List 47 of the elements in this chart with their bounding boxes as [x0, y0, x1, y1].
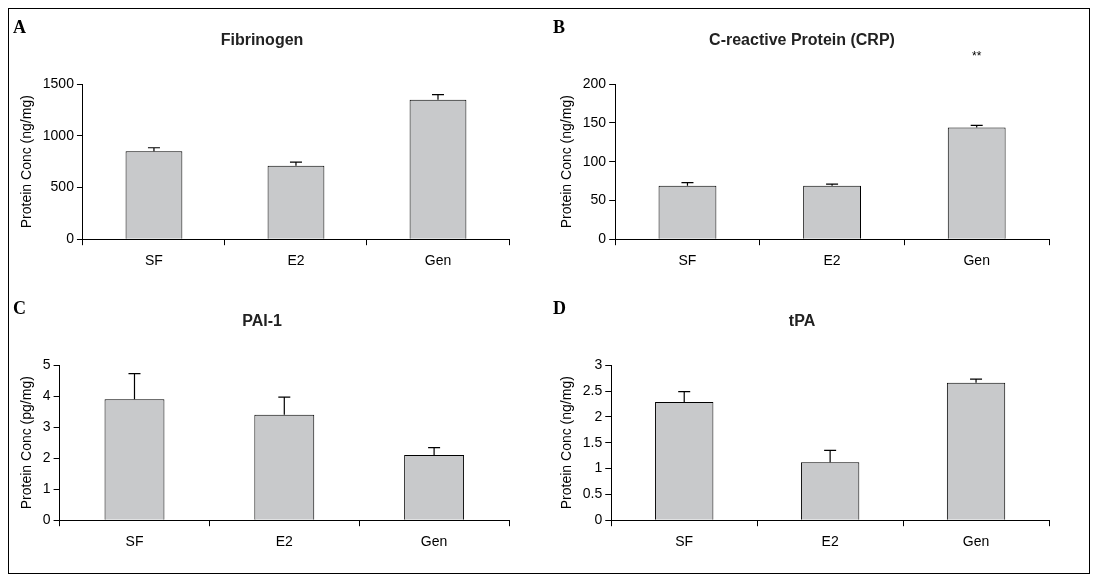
y-tick-label: 0 [594, 511, 603, 528]
y-axis-title: Protein Conc (ng/mg) [18, 95, 35, 229]
y-tick-label: 5 [42, 356, 51, 373]
chart-title: tPA [788, 312, 816, 330]
text: B [553, 16, 566, 37]
x-tick-label: Gen [962, 533, 990, 550]
x-tick-label: E2 [275, 533, 294, 550]
text: A [13, 16, 26, 37]
y-tick-label: 0 [598, 230, 607, 247]
y-tick-label: 3 [42, 418, 51, 435]
x-tick-label: Gen [420, 533, 448, 550]
x-tick-label: SF [125, 533, 144, 550]
y-tick-label: 500 [50, 178, 75, 195]
y-tick-label: 150 [582, 113, 607, 130]
y-tick-label: 3 [594, 356, 603, 373]
y-tick-label: 2 [42, 449, 51, 466]
y-tick-label: 1 [594, 459, 603, 476]
y-tick-label: 100 [582, 152, 607, 169]
y-tick-label: 1500 [42, 75, 75, 92]
x-tick-label: SF [145, 252, 163, 269]
y-tick-label: 2 [594, 407, 603, 424]
x-tick-label: SF [675, 533, 694, 550]
chart-title: C-reactive Protein (CRP) [709, 31, 895, 49]
y-tick-label: 1.5 [582, 433, 603, 450]
text: D [553, 297, 566, 318]
y-tick-label: 50 [590, 191, 607, 208]
y-tick-label: 200 [582, 75, 607, 92]
y-tick-label: 4 [42, 387, 51, 404]
y-tick-label: 1000 [42, 126, 75, 143]
chart-title: Fibrinogen [220, 31, 304, 49]
x-tick-label: E2 [287, 252, 305, 269]
y-tick-label: 1 [42, 480, 51, 497]
x-tick-label: Gen [424, 252, 452, 269]
x-tick-label: E2 [821, 533, 839, 550]
x-tick-label: Gen [963, 252, 990, 269]
chart-title: PAI-1 [242, 312, 282, 330]
y-tick-label: 0 [42, 511, 51, 528]
y-axis-title: Protein Conc (ng/mg) [558, 376, 575, 510]
y-tick-label: 0 [66, 230, 75, 247]
x-tick-label: E2 [823, 252, 841, 269]
y-axis-title: Protein Conc (pg/mg) [18, 376, 35, 510]
text: ** [972, 48, 982, 63]
y-axis-title: Protein Conc (ng/mg) [558, 95, 575, 229]
text: C [13, 297, 26, 318]
y-tick-label: 0.5 [582, 485, 603, 502]
y-tick-label: 2.5 [582, 381, 603, 398]
x-tick-label: SF [678, 252, 697, 269]
